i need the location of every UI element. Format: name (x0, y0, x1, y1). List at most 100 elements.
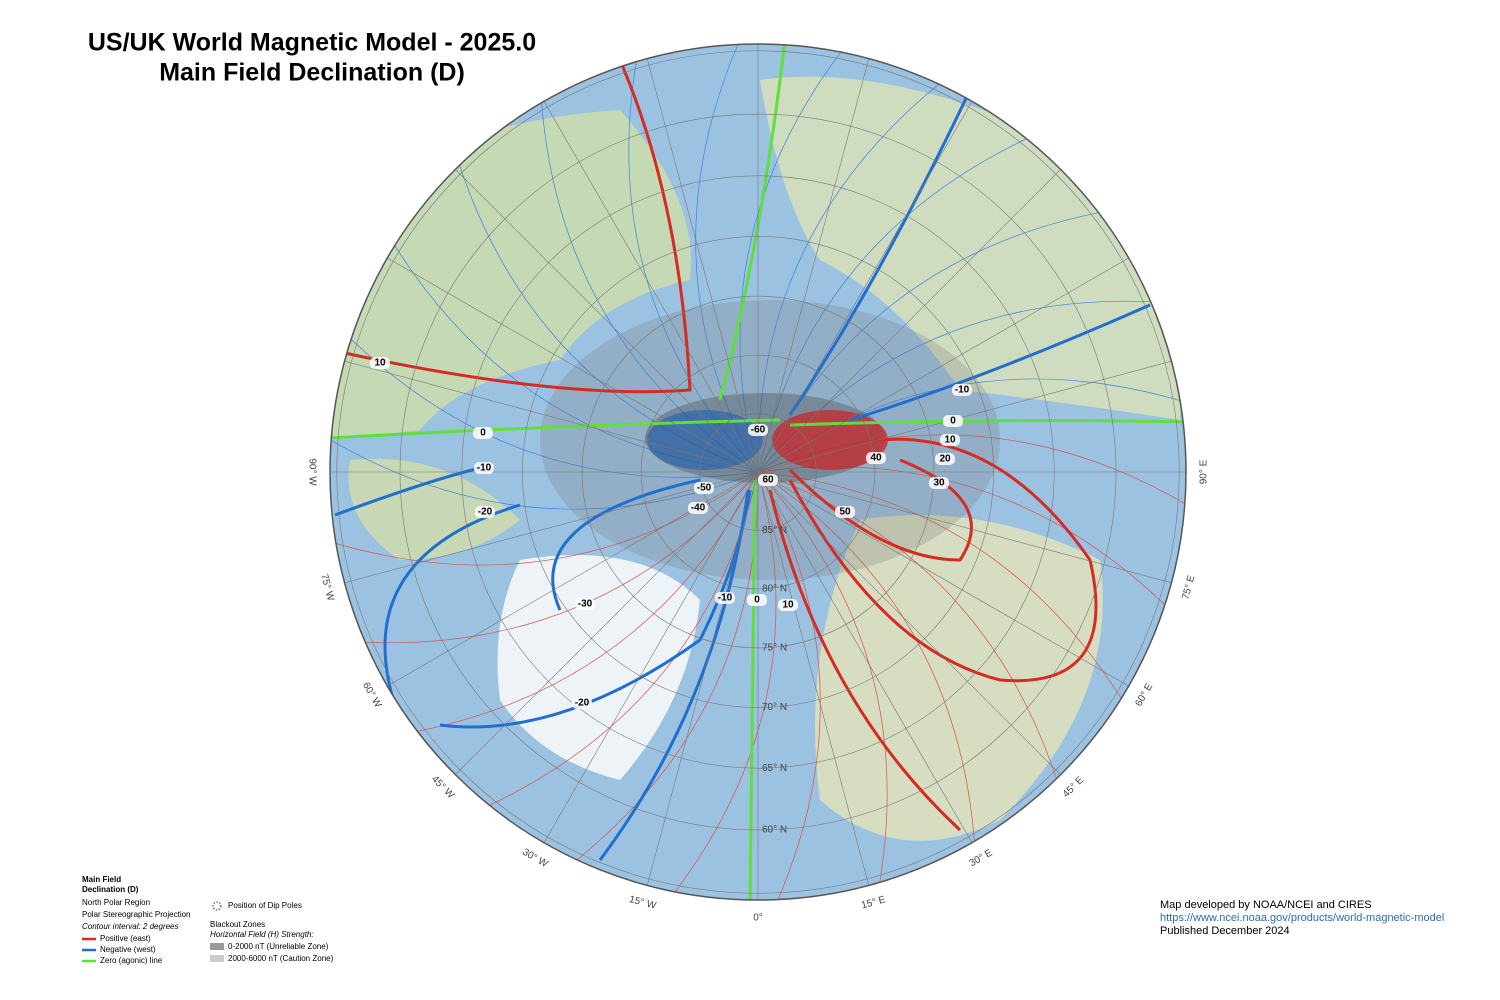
contour-label: -30 (578, 599, 593, 610)
map-border (329, 43, 1187, 901)
parallel (461, 175, 1055, 769)
parallel (581, 295, 935, 649)
contour-label: 0 (480, 428, 486, 439)
longitude-label: 75° E (1180, 574, 1197, 601)
meridian (757, 101, 973, 473)
contour-negative (598, 489, 750, 861)
thin-contour (645, 471, 777, 900)
meridian (757, 257, 1129, 473)
land (348, 458, 520, 560)
contour-label: 10 (944, 435, 956, 446)
contour-zero (748, 479, 757, 900)
longitude-label: 60° W (360, 680, 383, 710)
thin-contour (757, 471, 888, 900)
legend-swatch (210, 955, 224, 962)
contour-label-bg (748, 424, 768, 436)
thin-contour (330, 471, 759, 644)
meridian (757, 471, 870, 886)
contour-positive (768, 489, 962, 832)
longitude-label: 90° W (306, 458, 317, 486)
legend-text: Positive (east) (100, 934, 151, 943)
contour-label: 60 (762, 475, 774, 486)
legend-text: 2000-6000 nT (Caution Zone) (228, 954, 334, 963)
contour-zero (789, 419, 1186, 427)
contour-label-bg (943, 415, 963, 427)
contour-label-bg (929, 477, 949, 489)
meridian (757, 471, 1129, 687)
meridian (757, 471, 1061, 775)
meridian (455, 471, 759, 775)
longitude-label: 45° E (1061, 775, 1086, 800)
meridian (757, 471, 973, 843)
parallel (399, 113, 1117, 831)
contour-label: -10 (955, 385, 970, 396)
parallel (336, 50, 1180, 894)
legend-text: Zero (agonic) line (100, 956, 163, 965)
contour-label-bg (935, 453, 955, 465)
meridian (757, 58, 870, 473)
contour-negative (849, 303, 1151, 422)
legend-text: Horizontal Field (H) Strength: (210, 930, 314, 939)
latitude-label: 85° N (762, 525, 787, 536)
dip-pole-icon (212, 901, 222, 911)
contour-negative (334, 466, 481, 517)
longitude-label: 75° W (318, 573, 336, 603)
legend-text: Contour interval: 2 degrees (82, 922, 179, 931)
contour-label: 50 (839, 507, 851, 518)
legend-text: Blackout Zones (210, 920, 265, 929)
contour-label-bg (473, 427, 493, 439)
contour-zero (330, 418, 781, 440)
contour-label-bg (474, 462, 494, 474)
latitude-label: 65° N (762, 763, 787, 774)
contour-negative (788, 89, 972, 416)
contour-zero (718, 44, 787, 401)
subtitle: Main Field Declination (D) (159, 59, 465, 87)
meridian (344, 360, 759, 473)
contour-label: -10 (718, 593, 733, 604)
longitude-label: 30° E (968, 847, 995, 869)
contour-label-bg (952, 384, 972, 396)
meridian (455, 169, 759, 473)
contour-negative (383, 503, 521, 721)
meridian (757, 360, 1172, 473)
contour-label-bg (940, 434, 960, 446)
contour-label: 20 (939, 454, 951, 465)
contour-label-bg (370, 357, 390, 369)
contour-label-bg (475, 506, 495, 518)
meridian (543, 471, 759, 843)
legend-title: Declination (D) (82, 885, 139, 894)
contour-label: 10 (782, 600, 794, 611)
thin-contour (757, 55, 977, 473)
legend-swatch (210, 943, 224, 950)
contour-label: -40 (691, 503, 706, 514)
contour-label-bg (575, 598, 595, 610)
contour-label: -60 (751, 425, 766, 436)
parallel (522, 236, 994, 708)
meridian (646, 58, 759, 473)
longitude-label: 15° W (628, 894, 658, 912)
contour-label: -50 (697, 483, 712, 494)
legend-text: North Polar Region (82, 898, 150, 907)
map-disc (330, 44, 1186, 900)
meridian (344, 471, 759, 584)
legend-text: Polar Stereographic Projection (82, 910, 191, 919)
legend-title: Main Field (82, 875, 121, 884)
latitude-label: 80° N (762, 584, 787, 595)
title: US/UK World Magnetic Model - 2025.0 (88, 29, 536, 57)
contour-label-bg (572, 697, 592, 709)
contour-label-bg (694, 482, 714, 494)
latitude-label: 75° N (762, 643, 787, 654)
contour-label: -20 (575, 698, 590, 709)
contour-label-bg (715, 592, 735, 604)
legend: Main Field Declination (D) North Polar R… (82, 875, 334, 965)
longitude-label: 30° W (520, 847, 550, 870)
contour-label-bg (758, 474, 778, 486)
parallel (640, 354, 876, 590)
contour-label: 0 (950, 416, 956, 427)
legend-text: 0-2000 nT (Unreliable Zone) (228, 942, 329, 951)
contour-label: 30 (933, 478, 945, 489)
thin-contour (330, 415, 759, 510)
credit-url[interactable]: https://www.ncei.noaa.gov/products/world… (1160, 912, 1444, 924)
contour-label: -10 (477, 463, 492, 474)
